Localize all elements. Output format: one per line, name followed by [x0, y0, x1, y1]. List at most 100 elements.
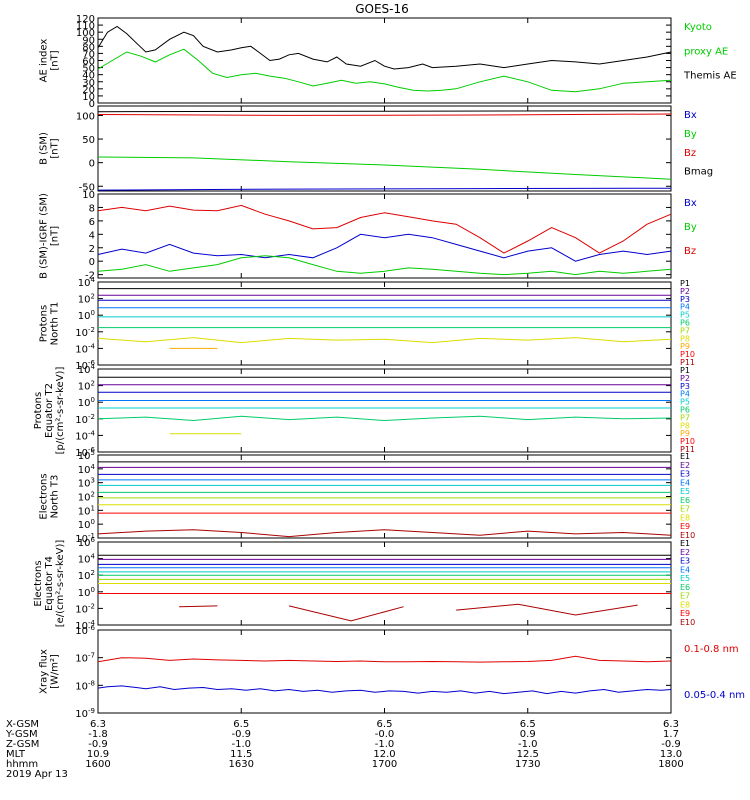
footer-value: 13.0 — [660, 749, 682, 760]
footer-value: 6.3 — [90, 719, 106, 730]
y-tick-label: 6 — [89, 217, 95, 228]
legend-label: P4 — [680, 303, 690, 312]
y-tick-label: 100 — [76, 28, 95, 39]
y-axis-label: B (SM) — [39, 132, 50, 165]
y-tick-label: 50 — [82, 64, 95, 75]
y-tick-label: 10 — [82, 190, 95, 201]
y-tick-label: 10-2 — [75, 602, 95, 615]
footer-value: 6.5 — [377, 719, 393, 730]
y-tick-label: 102 — [78, 569, 95, 582]
y-tick-label: 104 — [78, 463, 96, 476]
y-tick-label: 20 — [82, 85, 95, 96]
footer-value: -1.8 — [88, 729, 108, 740]
legend-label: E2 — [680, 461, 690, 470]
series-bz — [97, 113, 672, 116]
series-by — [97, 156, 672, 180]
y-tick-label: 110 — [76, 21, 95, 32]
y-tick-label: 104 — [78, 276, 96, 289]
y-tick-label: 100 — [78, 518, 95, 531]
y-tick-label: 10-2 — [75, 326, 95, 339]
legend-label: P10 — [680, 350, 695, 359]
legend-label: P9 — [680, 342, 690, 351]
legend-label: By — [684, 222, 697, 233]
legend-label: P1 — [680, 279, 690, 288]
legend-label: E8 — [680, 600, 690, 609]
y-tick-label: 106 — [78, 536, 96, 549]
series-bx — [97, 233, 672, 262]
legend-label: E9 — [680, 609, 690, 618]
y-tick-label: 30 — [82, 78, 95, 89]
footer-row-label: Z-GSM — [6, 739, 39, 750]
footer-value: 1700 — [372, 759, 397, 770]
legend-label: P10 — [680, 437, 695, 446]
legend-label: proxy AE — [684, 46, 728, 57]
y-axis-label: Xray flux — [39, 649, 50, 694]
y-tick-label: 100 — [76, 111, 95, 122]
legend-label: E7 — [680, 592, 690, 601]
chart-title: GOES-16 — [355, 2, 409, 16]
legend-label: E3 — [680, 557, 690, 566]
y-tick-label: 102 — [78, 380, 95, 393]
series-kyoto-proxy-ae — [97, 48, 672, 93]
y-axis-label: [nT] — [50, 226, 61, 246]
series-bmag — [97, 110, 672, 113]
y-tick-label: 10-6 — [75, 624, 95, 637]
y-tick-label: 60 — [82, 57, 95, 68]
y-tick-label: 90 — [82, 35, 95, 46]
legend-label: P8 — [680, 421, 690, 430]
legend-label: By — [684, 129, 697, 140]
legend-label: P11 — [680, 358, 695, 367]
panel-frame — [97, 368, 672, 453]
legend-label: P1 — [680, 366, 690, 375]
y-axis-label: B (SM)-IGRF (SM) — [39, 193, 50, 279]
y-axis-label: [e/(cm²-s-sr-keV)] — [55, 540, 66, 628]
footer-value: -0.0 — [375, 729, 395, 740]
y-axis-label: Equator T4 — [44, 556, 55, 611]
series-0.1-0.8-nm — [97, 655, 672, 663]
y-tick-label: 10-4 — [75, 342, 95, 355]
y-axis-label: [W/m²] — [50, 654, 61, 689]
footer-value: -0.9 — [88, 739, 108, 750]
y-axis-label: North T3 — [50, 475, 61, 519]
legend-label: E4 — [680, 478, 690, 487]
y-tick-label: 10-7 — [75, 652, 95, 665]
series-p6 — [97, 415, 672, 422]
series-p8 — [97, 337, 672, 344]
legend-label: P7 — [680, 413, 690, 422]
footer-value: -1.0 — [231, 739, 251, 750]
legend-label: P2 — [680, 374, 690, 383]
footer-value: 0.9 — [520, 729, 536, 740]
y-tick-label: 80 — [82, 42, 95, 53]
footer-row-label: Y-GSM — [5, 729, 38, 740]
legend-label: E7 — [680, 505, 690, 514]
footer-value: 10.9 — [87, 749, 109, 760]
y-tick-label: 101 — [78, 504, 95, 517]
y-tick-label: 40 — [82, 71, 95, 82]
footer-value: 12.5 — [517, 749, 539, 760]
legend-label: P3 — [680, 382, 690, 391]
y-tick-label: 10-4 — [75, 429, 95, 442]
legend-label: Bmag — [684, 167, 713, 178]
legend-label: Bx — [684, 198, 697, 209]
y-tick-label: -2 — [85, 271, 95, 282]
footer-value: 1600 — [85, 759, 110, 770]
series-e10-seg2 — [288, 605, 404, 622]
legend-label: P2 — [680, 287, 690, 296]
legend-label: P6 — [680, 319, 690, 328]
footer-value: 6.5 — [233, 719, 249, 730]
legend-label: E1 — [680, 539, 690, 548]
y-tick-label: 103 — [78, 477, 95, 490]
footer-value: 1630 — [229, 759, 254, 770]
y-tick-label: 0 — [89, 99, 95, 110]
y-axis-label: Equator T2 — [44, 383, 55, 438]
series-by — [97, 255, 672, 276]
legend-label: P5 — [680, 311, 690, 320]
footer-row-label: hhmm — [6, 759, 38, 770]
legend-label: 0.1-0.8 nm — [684, 644, 739, 655]
